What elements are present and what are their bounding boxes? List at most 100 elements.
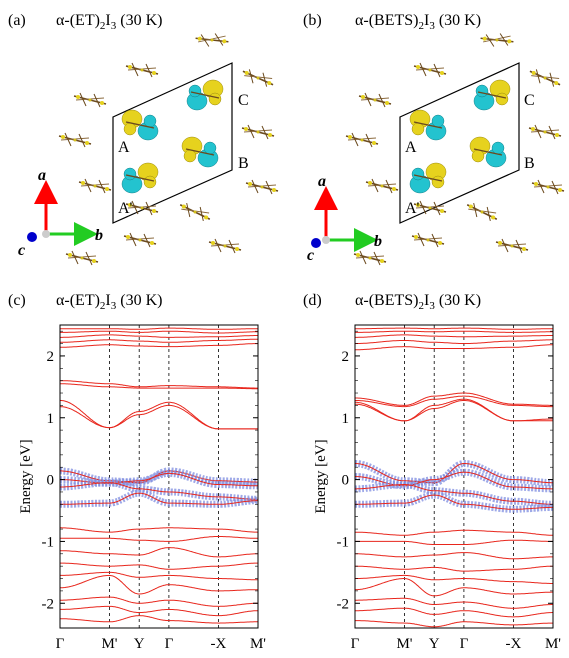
y-tick-label: 1 bbox=[47, 411, 55, 427]
band-chart-d: 2 1 0 -1 -2 Γ M' Y Γ -X M' Energy [eV] bbox=[313, 324, 561, 652]
band-line bbox=[354, 395, 553, 408]
orbitals bbox=[409, 79, 511, 194]
y-axis-label: Energy [eV] bbox=[313, 439, 329, 513]
band-line bbox=[355, 529, 553, 536]
band-line bbox=[60, 596, 258, 607]
x-tick-label: Γ bbox=[351, 636, 360, 652]
axis-origin bbox=[322, 236, 330, 244]
band-line bbox=[355, 620, 553, 628]
band-chart-c: 2 1 0 -1 -2 Γ M' Y Γ -X M' Energy [eV] bbox=[18, 324, 266, 652]
unit-cell bbox=[112, 62, 233, 224]
band-line bbox=[60, 574, 258, 595]
x-tick-label: M' bbox=[101, 636, 117, 652]
y-tick-label: 0 bbox=[47, 473, 55, 489]
band-line bbox=[60, 536, 258, 542]
band-line bbox=[355, 494, 553, 510]
x-tick-label: Γ bbox=[460, 636, 469, 652]
y-tick-label: 1 bbox=[342, 411, 350, 427]
panel-letter: (b) bbox=[303, 12, 322, 29]
band-line bbox=[60, 380, 258, 389]
y-tick-label: -1 bbox=[42, 534, 55, 550]
band-line bbox=[355, 344, 553, 351]
band-line bbox=[355, 552, 553, 560]
band-line bbox=[60, 547, 258, 558]
band-line bbox=[60, 527, 259, 533]
unit-cell bbox=[399, 62, 520, 224]
site-label-C: C bbox=[238, 92, 249, 109]
band-line bbox=[60, 343, 258, 348]
band-line bbox=[355, 597, 553, 609]
site-label-C: C bbox=[524, 92, 535, 109]
panel-letter: (a) bbox=[8, 12, 26, 29]
band-line bbox=[355, 330, 553, 333]
band-line bbox=[354, 339, 553, 345]
band-line bbox=[355, 392, 553, 406]
x-tick-label: Γ bbox=[56, 636, 65, 652]
axis-c-dot bbox=[311, 238, 321, 248]
x-tick-label: -X bbox=[505, 636, 521, 652]
band-line bbox=[60, 571, 258, 581]
band-line bbox=[60, 327, 258, 330]
site-label-A: A bbox=[405, 139, 417, 156]
band-line bbox=[355, 607, 553, 618]
axis-b-label: b bbox=[95, 227, 103, 244]
band-line bbox=[355, 327, 553, 330]
panel-title: α-(BETS)2I3 (30 K) bbox=[355, 292, 481, 312]
site-label-A-prime: A' bbox=[405, 200, 420, 217]
y-axis-label: Energy [eV] bbox=[18, 439, 34, 513]
y-tick-label: 0 bbox=[342, 473, 350, 489]
band-line bbox=[60, 482, 258, 500]
band-line bbox=[60, 615, 258, 624]
x-tick-label: Γ bbox=[165, 636, 174, 652]
band-line bbox=[60, 562, 258, 570]
x-tick-label: -X bbox=[210, 636, 226, 652]
band-line bbox=[60, 383, 258, 390]
site-label-A: A bbox=[118, 139, 130, 156]
orbitals bbox=[121, 79, 224, 194]
band-line bbox=[60, 330, 258, 334]
axis-a-label: a bbox=[38, 167, 46, 184]
x-tick-label: Y bbox=[429, 636, 440, 652]
band-line bbox=[355, 574, 553, 584]
site-label-A-prime: A' bbox=[118, 200, 133, 217]
axis-c-dot bbox=[27, 232, 37, 242]
structure-panel-a: (a) α-(ET)2I3 (30 K) A A' B C a b c bbox=[8, 12, 279, 266]
axis-b-label: b bbox=[374, 233, 382, 250]
axis-origin bbox=[42, 230, 50, 238]
molecules bbox=[345, 30, 565, 266]
panel-title: α-(ET)2I3 (30 K) bbox=[56, 12, 162, 32]
y-tick-label: -2 bbox=[337, 596, 350, 612]
band-line bbox=[59, 404, 258, 430]
band-line bbox=[60, 338, 258, 343]
axis-a-label: a bbox=[318, 173, 326, 190]
x-tick-label: Y bbox=[134, 636, 145, 652]
plot-frame bbox=[354, 324, 554, 629]
axis-c-label: c bbox=[307, 247, 314, 264]
band-line bbox=[354, 578, 553, 597]
panel-letter: (c) bbox=[8, 292, 26, 309]
panel-title: α-(BETS)2I3 (30 K) bbox=[355, 12, 481, 32]
band-line bbox=[60, 492, 258, 505]
band-line bbox=[355, 484, 553, 505]
band-line bbox=[355, 539, 553, 545]
y-tick-label: -2 bbox=[42, 596, 55, 612]
y-tick-label: 2 bbox=[47, 349, 55, 365]
structure-panel-b: (b) α-(BETS)2I3 (30 K) A A' B C a b c bbox=[303, 12, 565, 266]
y-tick-label: 2 bbox=[342, 349, 350, 365]
band-line bbox=[355, 565, 553, 572]
panel-title: α-(ET)2I3 (30 K) bbox=[56, 292, 162, 312]
y-tick-label: -1 bbox=[337, 534, 350, 550]
axis-c-label: c bbox=[18, 242, 25, 259]
panel-letter: (d) bbox=[303, 292, 322, 309]
band-line bbox=[355, 334, 553, 338]
band-line bbox=[355, 463, 553, 484]
band-line bbox=[355, 399, 553, 422]
plot-frame bbox=[59, 324, 259, 629]
site-label-B: B bbox=[524, 155, 535, 172]
band-line bbox=[59, 399, 258, 430]
x-tick-label: M' bbox=[396, 636, 412, 652]
x-tick-label: M' bbox=[545, 636, 561, 652]
site-label-B: B bbox=[238, 155, 249, 172]
band-line bbox=[60, 605, 258, 617]
